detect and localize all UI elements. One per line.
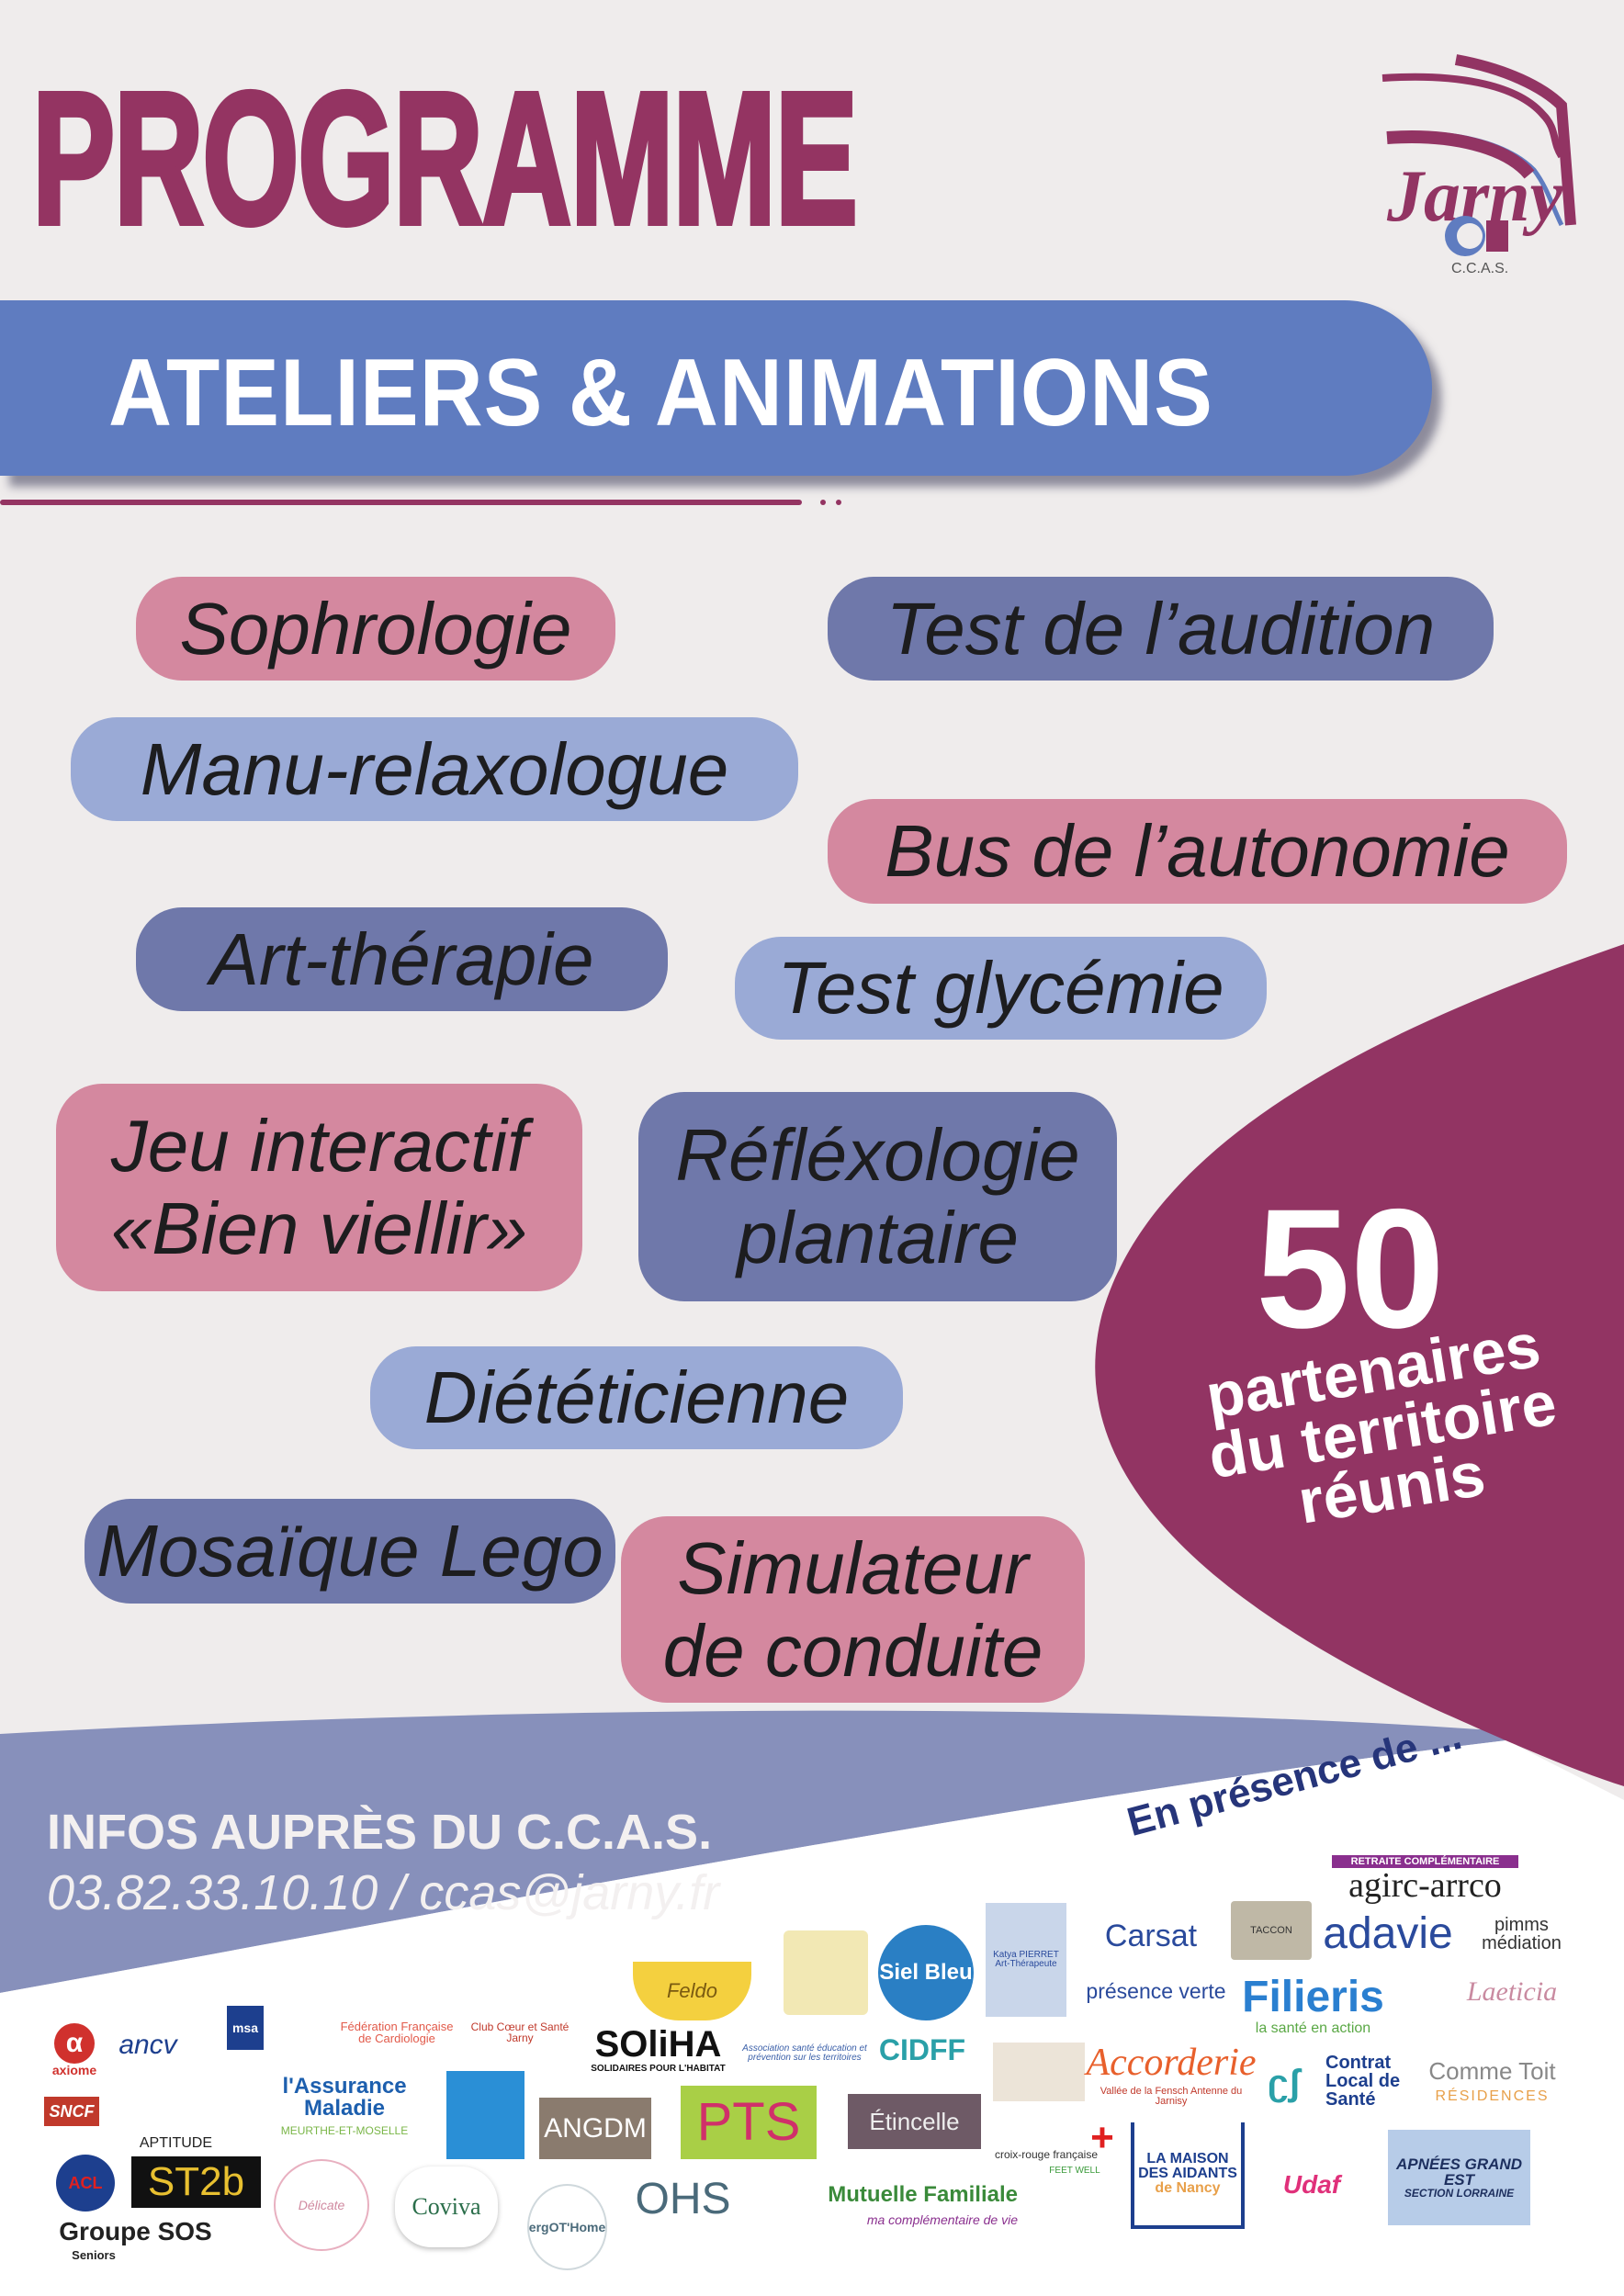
partner-logo: Étincelle — [848, 2094, 981, 2149]
workshop-label: plantaire — [737, 1197, 1019, 1278]
partner-logo: PTS — [681, 2086, 817, 2159]
divider-line — [0, 500, 802, 505]
workshop-pill: Test glycémie — [735, 937, 1267, 1040]
workshop-label: Mosaïque Lego — [96, 1510, 603, 1593]
section-banner: ATELIERS & ANIMATIONS — [0, 300, 1432, 476]
heart-logo — [446, 2071, 524, 2159]
partner-logo: Feldo — [633, 1962, 751, 2020]
workshop-pill: Diététicienne — [370, 1346, 903, 1449]
svg-text:C.C.A.S.: C.C.A.S. — [1451, 261, 1508, 276]
partner-logo: adavie — [1323, 1909, 1453, 1958]
workshop-pill: Réfléxologie plantaire — [638, 1092, 1117, 1301]
partner-logo: LA MAISON DES AIDANTS de Nancy — [1131, 2122, 1245, 2229]
purple-blob — [1095, 944, 1624, 1786]
partner-logo: Club Cœur et Santé Jarny — [470, 2020, 570, 2044]
workshop-pill: Jeu interactif «Bien viellir» — [56, 1084, 582, 1291]
logo-text: SECTION LORRAINE — [1404, 2187, 1515, 2200]
partner-logo: SNCF — [44, 2097, 99, 2126]
page-title: PROGRAMME — [30, 53, 860, 264]
workshop-pill: Art-thérapie — [136, 907, 668, 1011]
partner-logo: ma complémentaire de vie — [866, 2212, 1018, 2227]
partner-logo: SOliHA — [594, 2024, 722, 2065]
workshop-label: Test glycémie — [777, 947, 1224, 1030]
partner-logo: pimms médiation — [1482, 1915, 1562, 1953]
partner-logo: RÉSIDENCES — [1435, 2088, 1550, 2104]
workshop-pill: Bus de l’autonomie — [828, 799, 1567, 904]
logo-text: axiome — [51, 2062, 97, 2077]
workshop-label: Bus de l’autonomie — [885, 810, 1510, 893]
partner-logo: APNÉES GRAND EST SECTION LORRAINE — [1388, 2130, 1530, 2225]
info-heading: INFOS AUPRÈS DU C.C.A.S. — [47, 1805, 713, 1860]
contact-info: 03.82.33.10.10 / ccas@jarny.fr — [47, 1865, 720, 1920]
partner-logo: Filieris — [1242, 1973, 1384, 2021]
divider-dot — [820, 500, 826, 505]
workshop-label: Simulateur — [677, 1526, 1029, 1609]
partner-logo: Laeticia — [1466, 1976, 1558, 2007]
workshop-label: Jeu interactif — [110, 1105, 528, 1187]
partner-logo: agirc-arrco — [1348, 1866, 1502, 1905]
partner-logo: l'Assurance Maladie — [282, 2074, 407, 2121]
partner-logo: Seniors — [72, 2247, 116, 2262]
partner-logo: Coviva — [395, 2167, 498, 2247]
partner-logo: Comme Toit — [1428, 2057, 1556, 2085]
divider-dot — [836, 500, 841, 505]
partners-count: 50 — [1256, 1175, 1445, 1364]
cs-logo: ʗʃ — [1268, 2063, 1301, 2103]
partner-logo: ACL — [56, 2155, 115, 2212]
partner-logo: SOLIDAIRES POUR L'HABITAT — [591, 2064, 726, 2074]
logo-text: APNÉES GRAND EST — [1396, 2155, 1522, 2189]
partner-logo: OHS — [635, 2175, 731, 2223]
partner-logo: Udaf — [1282, 2170, 1341, 2199]
lavender-band — [0, 1710, 1506, 1993]
partner-logo: Katya PIERRET Art-Thérapeute — [986, 1903, 1066, 2017]
beige-logo — [993, 2043, 1085, 2101]
banner-title: ATELIERS & ANIMATIONS — [108, 340, 1213, 446]
logo-text: de Nancy — [1155, 2180, 1221, 2196]
workshop-label: Manu-relaxologue — [140, 727, 729, 810]
workshop-pill: Sophrologie — [136, 577, 615, 681]
red-cross-icon: + — [1090, 2115, 1114, 2160]
workshop-label: Sophrologie — [179, 587, 572, 670]
partner-logo: RETRAITE COMPLÉMENTAIRE — [1332, 1855, 1518, 1868]
partner-logo: MEURTHE-ET-MOSELLE — [280, 2124, 409, 2137]
partner-logo: CIDFF — [878, 2033, 966, 2066]
workshop-pill: Simulateur de conduite — [621, 1516, 1085, 1703]
partner-logo: ST2b — [131, 2156, 261, 2208]
workshop-label: Diététicienne — [423, 1356, 850, 1439]
workshop-label: Test de l’audition — [885, 587, 1436, 670]
partner-logo: croix-rouge française — [994, 2148, 1099, 2161]
workshop-label: Art-thérapie — [209, 917, 594, 1000]
workshop-label: «Bien viellir» — [110, 1187, 528, 1269]
white-footer — [0, 1740, 1624, 2296]
partner-logo: Contrat Local de Santé — [1325, 2053, 1401, 2110]
workshop-pill: Mosaïque Lego — [85, 1499, 615, 1604]
partner-logo: Carsat — [1104, 1919, 1198, 1953]
partner-logo: Accorderie — [1086, 2042, 1257, 2084]
partner-logo: présence verte — [1086, 1978, 1226, 2003]
workshop-label: de conduite — [662, 1609, 1043, 1692]
partner-logo: ancv — [118, 2030, 177, 2060]
workshop-label: Réfléxologie — [675, 1114, 1080, 1197]
partner-logo: ergOT'Home — [527, 2184, 607, 2270]
partner-logo: α axiome — [47, 2020, 102, 2078]
partner-logo: APTITUDE — [139, 2135, 212, 2151]
partner-logo: Fédération Française de Cardiologie — [340, 2020, 454, 2045]
partner-logo: Association santé éducation et préventio… — [742, 2043, 867, 2063]
people-logo — [784, 1930, 868, 2015]
workshop-pill: Test de l’audition — [828, 577, 1494, 681]
partner-logo: Mutuelle Familiale — [828, 2182, 1018, 2207]
partner-logo: ANGDM — [539, 2098, 651, 2159]
partner-logo: Groupe SOS — [59, 2217, 212, 2245]
partner-logo: TACCON — [1231, 1901, 1312, 1960]
partner-logo: Délicate — [274, 2159, 369, 2251]
workshop-pill: Manu-relaxologue — [71, 717, 798, 821]
partner-logo: msa — [227, 2006, 264, 2050]
partner-logo: la santé en action — [1255, 2020, 1371, 2036]
partner-logo: FEET WELL — [1049, 2166, 1100, 2176]
partner-logo: Siel Bleu — [878, 1925, 974, 2020]
logo-text: LA MAISON DES AIDANTS — [1138, 2151, 1237, 2181]
jarny-ccas-logo: Jarny C.C.A.S. — [1382, 54, 1576, 276]
partner-logo: Vallée de la Fensch Antenne du Jarnisy — [1100, 2086, 1243, 2107]
